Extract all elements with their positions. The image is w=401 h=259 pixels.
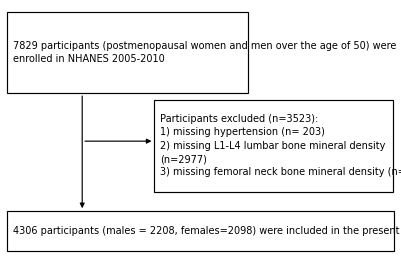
FancyBboxPatch shape [154,100,393,192]
Text: Participants excluded (n=3523):
1) missing hypertension (n= 203)
2) missing L1-L: Participants excluded (n=3523): 1) missi… [160,114,401,177]
Text: 7829 participants (postmenopausal women and men over the age of 50) were
enrolle: 7829 participants (postmenopausal women … [13,41,396,64]
Text: 4306 participants (males = 2208, females=2098) were included in the present stud: 4306 participants (males = 2208, females… [13,226,401,236]
FancyBboxPatch shape [7,12,248,93]
FancyBboxPatch shape [7,211,394,251]
